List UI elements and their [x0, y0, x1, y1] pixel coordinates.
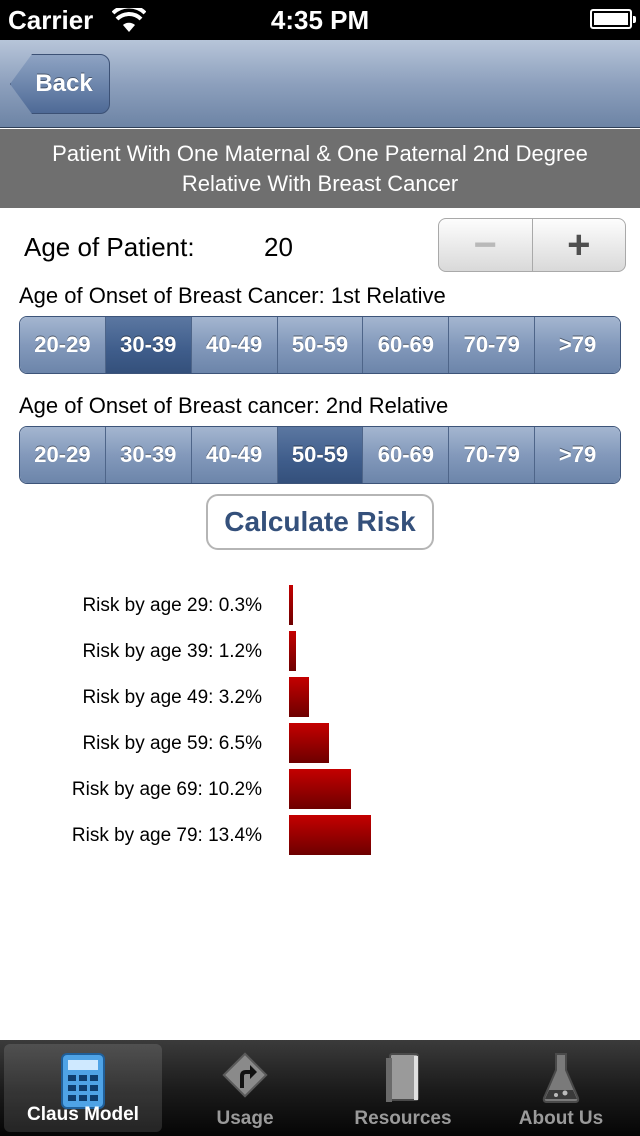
- status-bar: Carrier 4:35 PM: [0, 0, 640, 40]
- risk-bar: [289, 677, 309, 717]
- first-relative-label: Age of Onset of Breast Cancer: 1st Relat…: [19, 283, 446, 308]
- risk-label: Risk by age 79: 13.4%: [71, 825, 262, 846]
- segment-second_relative-6[interactable]: >79: [535, 427, 620, 483]
- second-relative-segmented-control[interactable]: 20-29 30-39 40-49 50-59 60-69 70-79 >79: [19, 426, 621, 484]
- segment-second_relative-5[interactable]: 70-79: [449, 427, 536, 483]
- tab-road-sign[interactable]: Usage: [166, 1040, 324, 1136]
- risk-label: Risk by age 49: 3.2%: [82, 687, 262, 708]
- back-button[interactable]: Back: [10, 54, 110, 114]
- tab-calculator[interactable]: Claus Model: [4, 1044, 162, 1132]
- risk-chart: Risk by age 29: 0.3% Risk by age 39: 1.2%…: [0, 580, 640, 870]
- segment-second_relative-1[interactable]: 30-39: [105, 427, 192, 483]
- segment-first_relative-6[interactable]: >79: [535, 317, 620, 373]
- page-title-line-1: Patient With One Maternal & One Paternal…: [52, 141, 588, 166]
- risk-label: Risk by age 39: 1.2%: [82, 641, 262, 662]
- status-time: 4:35 PM: [270, 5, 370, 35]
- tab-label: Usage: [216, 1108, 274, 1129]
- carrier-name: Carrier: [8, 5, 94, 35]
- road-sign-icon: [220, 1048, 270, 1106]
- decrement-button[interactable]: −: [439, 219, 533, 271]
- tab-bar: Claus Model Usage Resources About Us: [0, 1040, 640, 1136]
- risk-bar: [289, 585, 293, 625]
- tab-book[interactable]: Resources: [324, 1040, 482, 1136]
- risk-label: Risk by age 29: 0.3%: [82, 595, 262, 616]
- risk-label: Risk by age 69: 10.2%: [71, 779, 262, 800]
- first-relative-segmented-control[interactable]: 20-29 30-39 40-49 50-59 60-69 70-79 >79: [19, 316, 621, 374]
- age-value: 20: [264, 232, 293, 262]
- segment-second_relative-4[interactable]: 60-69: [363, 427, 450, 483]
- book-icon: [378, 1048, 428, 1106]
- second-relative-label: Age of Onset of Breast cancer: 2nd Relat…: [19, 393, 449, 418]
- risk-bar: [289, 769, 352, 809]
- risk-label: Risk by age 59: 6.5%: [82, 733, 262, 754]
- calculator-icon: [58, 1052, 108, 1110]
- risk-bar: [289, 631, 297, 671]
- battery-icon: [590, 9, 636, 29]
- tab-label: Resources: [354, 1108, 452, 1129]
- tab-flask[interactable]: About Us: [482, 1040, 640, 1136]
- segment-first_relative-5[interactable]: 70-79: [449, 317, 536, 373]
- increment-button[interactable]: +: [567, 222, 591, 267]
- segment-first_relative-4[interactable]: 60-69: [363, 317, 450, 373]
- segment-second_relative-0[interactable]: 20-29: [20, 427, 106, 483]
- segment-first_relative-2[interactable]: 40-49: [191, 317, 278, 373]
- calculate-risk-button[interactable]: Calculate Risk: [206, 494, 434, 550]
- page-title-line-2: Relative With Breast Cancer: [181, 171, 459, 196]
- segment-first_relative-3[interactable]: 50-59: [277, 317, 364, 373]
- page-title: Patient With One Maternal & One Paternal…: [0, 129, 640, 208]
- risk-bar: [289, 723, 329, 763]
- risk-bar: [289, 815, 371, 855]
- flask-icon: [536, 1048, 586, 1106]
- age-label: Age of Patient:: [24, 232, 195, 262]
- segment-first_relative-0[interactable]: 20-29: [20, 317, 106, 373]
- tab-label: Claus Model: [27, 1104, 139, 1125]
- navigation-bar: Back: [0, 40, 640, 128]
- segment-second_relative-3[interactable]: 50-59: [277, 427, 364, 483]
- segment-second_relative-2[interactable]: 40-49: [191, 427, 278, 483]
- age-stepper[interactable]: − +: [438, 218, 626, 272]
- segment-first_relative-1[interactable]: 30-39: [105, 317, 192, 373]
- wifi-icon: [112, 8, 146, 32]
- tab-label: About Us: [518, 1108, 604, 1129]
